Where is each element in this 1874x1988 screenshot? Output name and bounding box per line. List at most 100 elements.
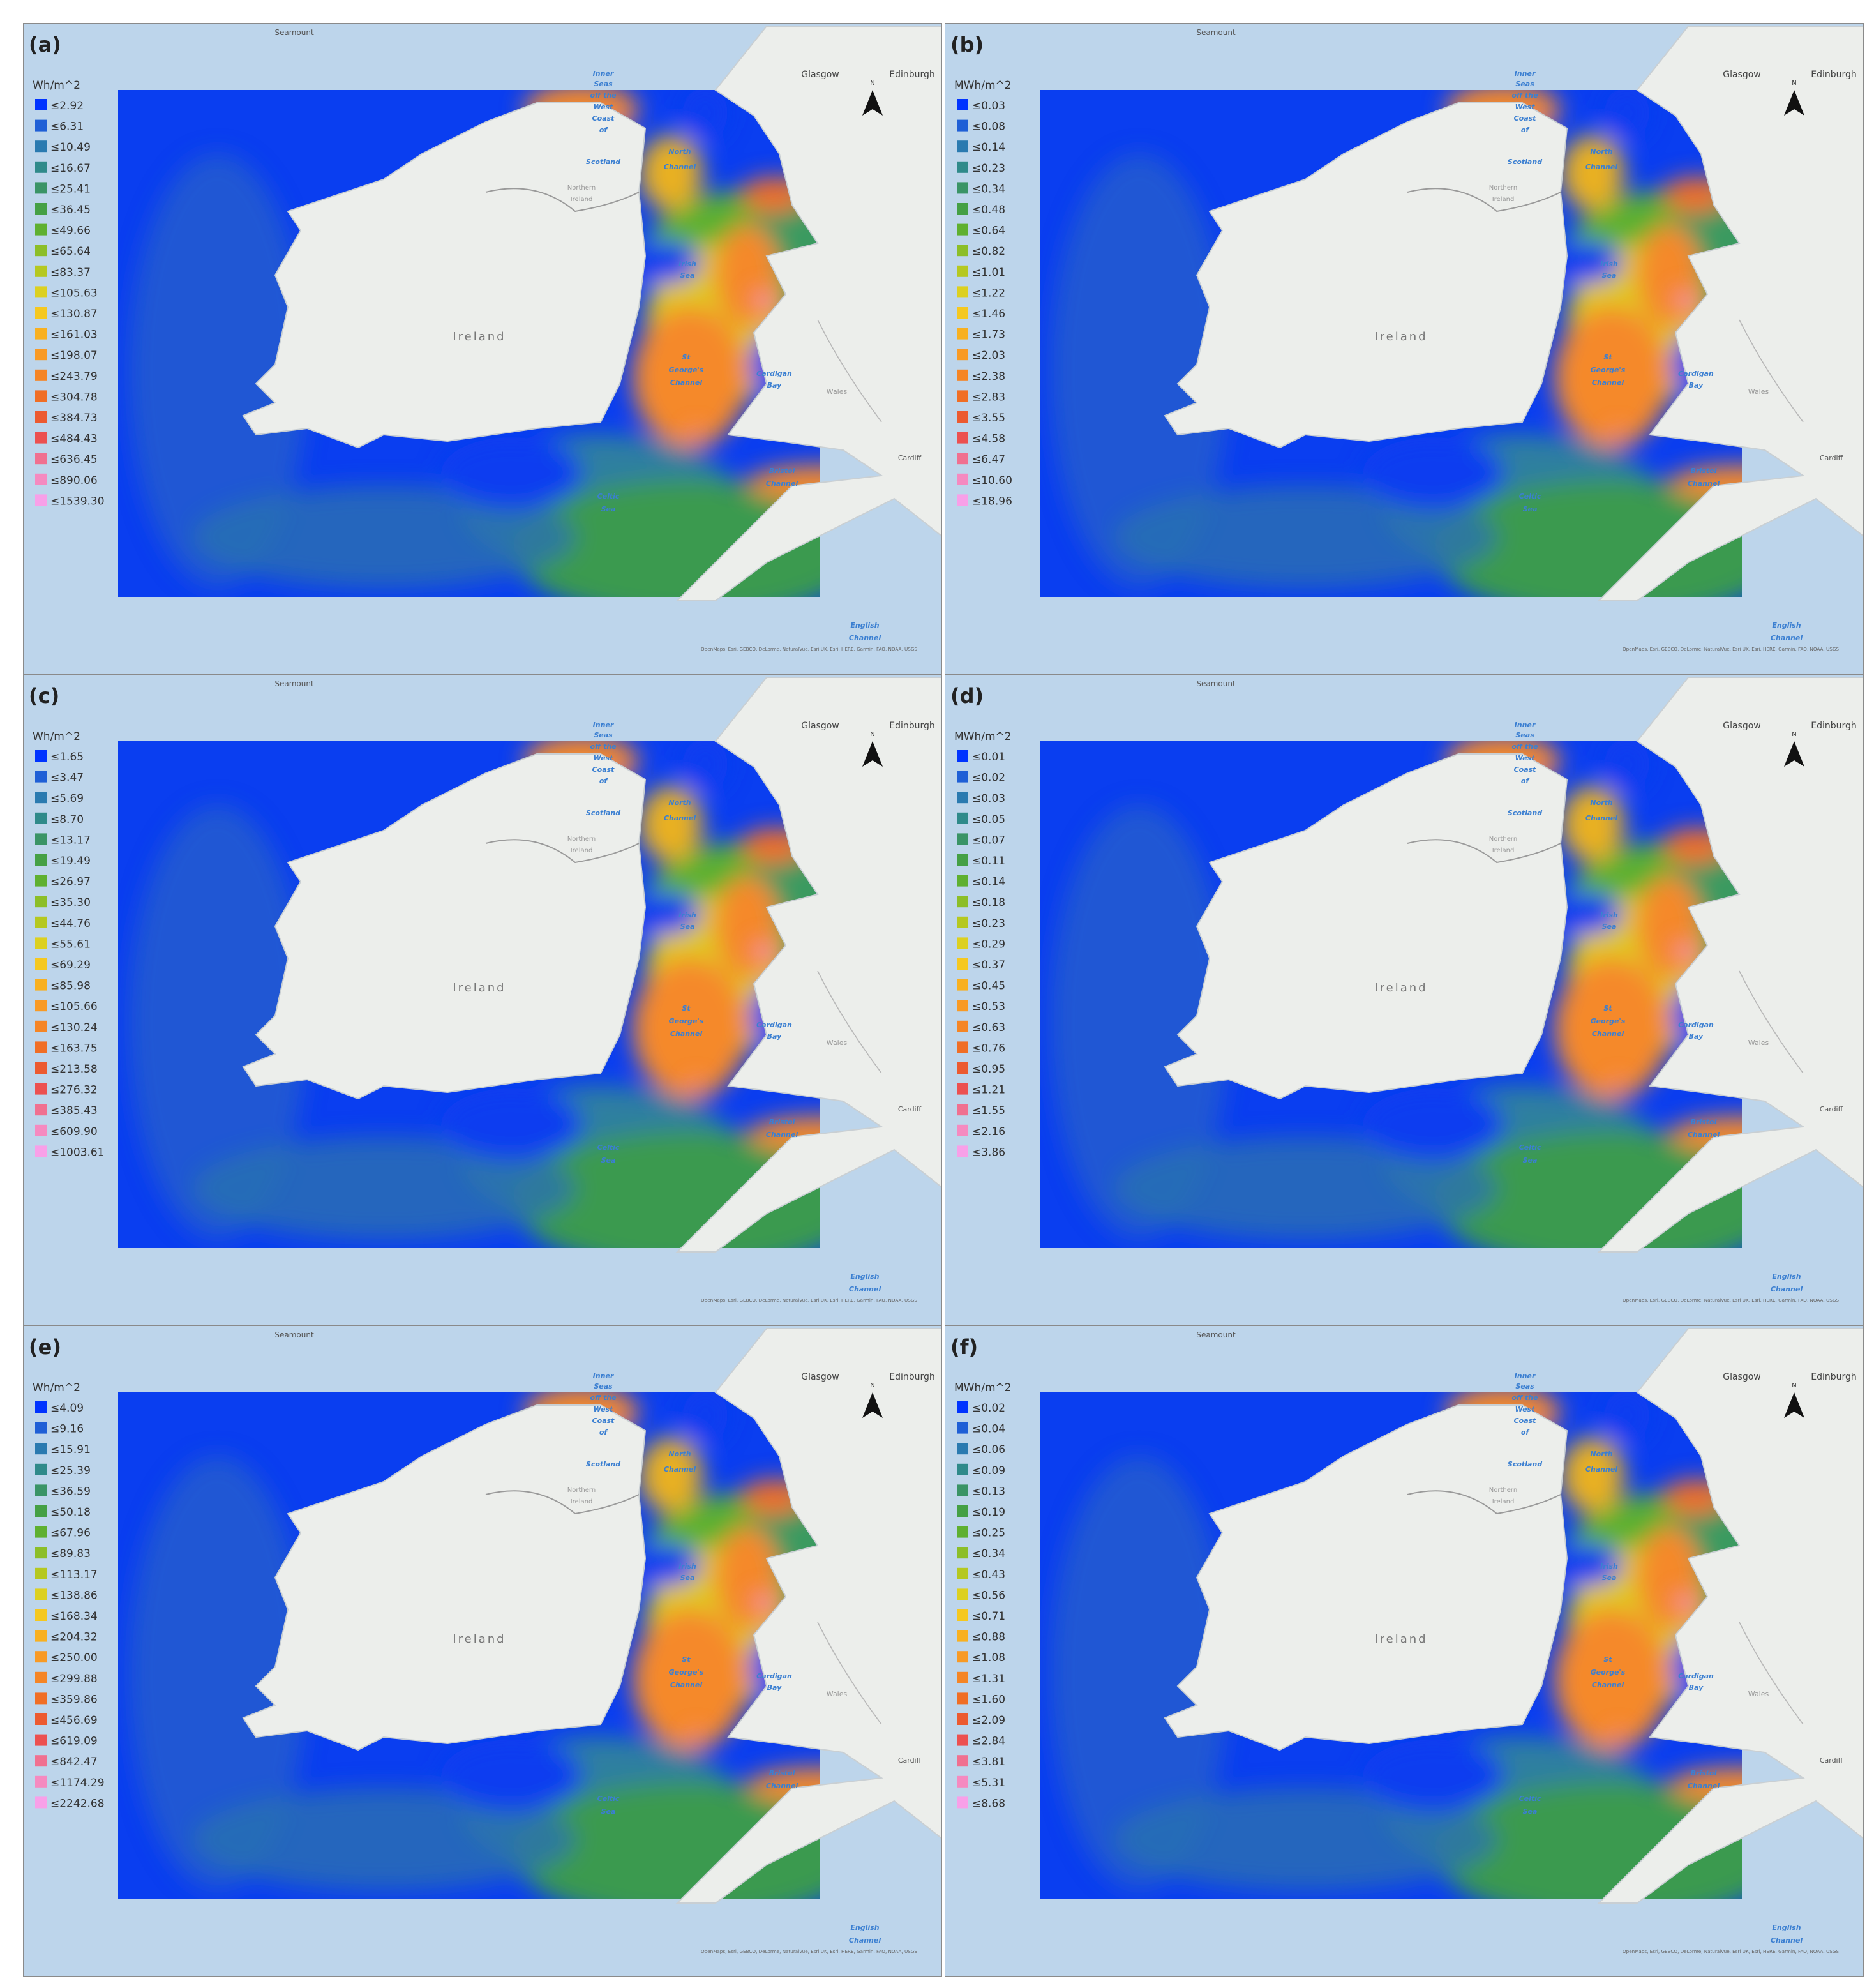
legend-label: ≤0.56 <box>972 1589 1005 1602</box>
place-label: Channel <box>1592 379 1624 387</box>
place-label: West <box>1515 1405 1535 1413</box>
basemap <box>945 675 1864 1325</box>
legend-label: ≤0.63 <box>972 1021 1005 1034</box>
legend-unit: Wh/m^2 <box>33 730 80 743</box>
place-label: Irish <box>678 911 696 919</box>
legend-label: ≤3.47 <box>50 772 84 785</box>
legend-label: ≤0.48 <box>972 204 1005 216</box>
legend-swatch <box>957 1609 968 1621</box>
place-label: Channel <box>1585 814 1617 822</box>
place-label: Ireland <box>1492 847 1515 854</box>
place-label: Inner <box>593 721 614 729</box>
legend-swatch <box>957 119 968 132</box>
legend-label: ≤3.55 <box>972 412 1005 425</box>
place-label: Sea <box>1523 505 1538 513</box>
place-label: Northern <box>567 1487 596 1494</box>
legend-swatch <box>35 833 47 845</box>
legend-swatch <box>35 1755 47 1767</box>
legend-swatch <box>957 1000 968 1012</box>
place-label: Coast <box>1514 114 1537 123</box>
legend-label: ≤0.71 <box>972 1610 1005 1623</box>
legend-label: ≤385.43 <box>50 1104 98 1117</box>
place-label: Channel <box>849 634 881 642</box>
legend-swatch <box>957 1062 968 1074</box>
legend-swatch <box>35 1671 47 1683</box>
place-label: George's <box>669 1668 704 1676</box>
place-label: Channel <box>1771 634 1803 642</box>
place-label: Wales <box>1748 1690 1769 1698</box>
legend-swatch <box>35 1104 47 1116</box>
legend-label: ≤359.86 <box>50 1693 98 1706</box>
legend-label: ≤0.14 <box>972 141 1005 154</box>
legend-swatch <box>35 1567 47 1579</box>
legend-label: ≤3.86 <box>972 1146 1005 1159</box>
place-label: Channel <box>670 1681 702 1689</box>
place-label: of <box>599 777 608 785</box>
place-label: Irish <box>1600 1562 1618 1570</box>
legend-swatch <box>35 411 47 423</box>
panel-label: (c) <box>29 684 59 708</box>
legend-swatch <box>957 792 968 804</box>
place-label: Seamount <box>274 679 314 688</box>
place-label: Coast <box>1514 1417 1537 1425</box>
legend-swatch <box>957 1463 968 1475</box>
legend-swatch <box>957 390 968 402</box>
place-label: Channel <box>1585 163 1617 171</box>
place-label: Channel <box>849 1285 881 1293</box>
place-label: Edinburgh <box>1811 721 1857 731</box>
legend-swatch <box>957 494 968 506</box>
legend-label: ≤35.30 <box>50 896 91 909</box>
place-label: Sea <box>1523 1807 1538 1816</box>
legend-label: ≤204.32 <box>50 1631 98 1644</box>
legend-swatch <box>957 1588 968 1600</box>
place-label: off the <box>1511 91 1538 100</box>
north-label: N <box>1792 1382 1796 1389</box>
basemap <box>945 24 1864 674</box>
north-arrow <box>862 1392 883 1418</box>
legend-swatch <box>957 854 968 866</box>
legend-swatch <box>957 1567 968 1579</box>
place-label: Wales <box>1748 388 1769 396</box>
legend-swatch <box>35 1713 47 1725</box>
legend-swatch <box>35 1443 47 1455</box>
map-panel: Seamount Glasgow Edinburgh Inner Seas off the… <box>23 674 942 1325</box>
place-label: Northern <box>567 836 596 843</box>
place-label: Cardigan <box>1678 1672 1714 1680</box>
place-label: West <box>1515 103 1535 111</box>
legend-swatch <box>35 1796 47 1809</box>
legend-label: ≤161.03 <box>50 329 98 342</box>
legend-label: ≤9.16 <box>50 1423 84 1436</box>
legend-label: ≤304.78 <box>50 391 98 403</box>
legend-swatch <box>35 369 47 381</box>
place-label: George's <box>669 1017 704 1025</box>
legend-swatch <box>35 432 47 444</box>
place-label: George's <box>669 366 704 374</box>
legend-swatch <box>35 1547 47 1559</box>
legend-label: ≤198.07 <box>50 349 98 362</box>
legend-label: ≤0.09 <box>972 1465 1005 1477</box>
place-label: Channel <box>664 814 696 822</box>
legend-swatch <box>35 182 47 194</box>
place-label: St <box>682 353 691 361</box>
legend-swatch <box>35 453 47 465</box>
place-label: Bristol <box>769 1118 795 1126</box>
legend-swatch <box>35 1020 47 1032</box>
place-label: Cardigan <box>1678 370 1714 378</box>
map: Seamount Glasgow Edinburgh Inner Seas off the… <box>24 1326 942 1977</box>
place-label: Seas <box>594 731 613 739</box>
place-label: Bristol <box>1691 1118 1717 1126</box>
attribution: OpenMaps, Esri, GEBCO, DeLorme, NaturalV… <box>701 1948 917 1954</box>
legend-label: ≤130.24 <box>50 1021 98 1034</box>
legend-label: ≤1.01 <box>972 266 1005 279</box>
legend-label: ≤5.31 <box>972 1777 1005 1789</box>
legend-label: ≤0.95 <box>972 1063 1005 1076</box>
legend-swatch <box>957 1083 968 1095</box>
place-label: Wales <box>827 388 848 396</box>
legend-label: ≤2.38 <box>972 370 1005 383</box>
legend-swatch <box>957 875 968 887</box>
legend-label: ≤15.91 <box>50 1443 91 1456</box>
legend-unit: MWh/m^2 <box>954 730 1012 743</box>
legend-label: ≤1.55 <box>972 1104 1005 1117</box>
place-label: Edinburgh <box>889 1372 935 1382</box>
legend-label: ≤130.87 <box>50 308 98 320</box>
